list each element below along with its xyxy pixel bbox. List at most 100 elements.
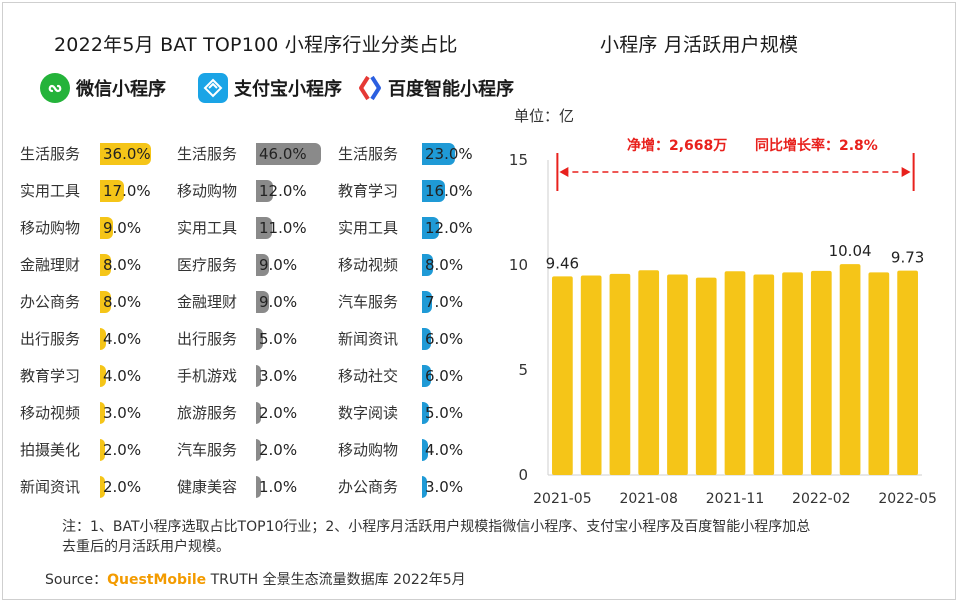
y-tick-label: 10 xyxy=(509,256,528,274)
mau-bar xyxy=(868,272,890,475)
share-bar xyxy=(422,254,434,276)
share-bar xyxy=(422,291,432,313)
y-tick-label: 15 xyxy=(509,151,528,169)
category-label: 生活服务 xyxy=(20,145,81,163)
mau-bar xyxy=(839,264,861,475)
yoy-growth-annotation: 同比增长率：2.8% xyxy=(755,137,878,154)
bar-value-label: 9.73 xyxy=(891,249,924,267)
category-label: 实用工具 xyxy=(338,219,399,237)
share-bar xyxy=(100,365,106,387)
mau-bar xyxy=(810,270,832,475)
share-value-label: 4.0% xyxy=(103,367,142,385)
share-bar xyxy=(256,143,322,165)
x-tick-label: 2021-11 xyxy=(706,491,765,507)
share-value-label: 2.0% xyxy=(259,404,298,422)
share-bar xyxy=(100,254,112,276)
share-bar xyxy=(256,328,264,350)
category-label: 办公商务 xyxy=(338,478,399,496)
category-label: 出行服务 xyxy=(177,330,238,348)
arrow-left-head xyxy=(559,167,569,177)
share-bar xyxy=(100,402,105,424)
source-rest: TRUTH 全景生态流量数据库 2022年5月 xyxy=(206,572,466,588)
right-chart-title: 小程序 月活跃用户规模 xyxy=(600,34,799,56)
baidu-smart-miniprogram-icon xyxy=(358,73,382,103)
y-tick-label: 5 xyxy=(518,361,528,379)
category-label: 医疗服务 xyxy=(177,256,238,274)
legend-alipay: 支付宝小程序 xyxy=(198,73,342,103)
share-bar xyxy=(256,476,261,498)
share-value-label: 5.0% xyxy=(425,404,464,422)
share-bar xyxy=(422,365,431,387)
share-value-label: 2.0% xyxy=(259,441,298,459)
mau-bar xyxy=(724,271,746,475)
share-value-label: 17.0% xyxy=(103,182,151,200)
share-bar xyxy=(256,291,269,313)
share-bar xyxy=(100,328,106,350)
share-value-label: 2.0% xyxy=(103,478,142,496)
category-label: 移动社交 xyxy=(338,367,399,385)
x-tick-label: 2022-05 xyxy=(878,491,937,507)
share-value-label: 46.0% xyxy=(259,145,307,163)
mau-bar xyxy=(782,272,803,475)
share-value-label: 16.0% xyxy=(425,182,473,200)
mau-bar xyxy=(667,274,688,475)
category-label: 移动视频 xyxy=(20,404,81,422)
source-prefix: Source： xyxy=(45,572,108,588)
legend-label: 支付宝小程序 xyxy=(234,79,342,100)
category-label: 移动视频 xyxy=(338,256,399,274)
category-label: 新闻资讯 xyxy=(338,330,399,348)
share-bar xyxy=(100,217,113,239)
footnote-line-2: 去重后的月活跃用户规模。 xyxy=(62,539,230,555)
x-tick-label: 2021-08 xyxy=(619,491,678,507)
share-value-label: 7.0% xyxy=(425,293,464,311)
y-tick-label: 0 xyxy=(518,466,528,484)
left-chart-title: 2022年5月 BAT TOP100 小程序行业分类占比 xyxy=(54,34,458,56)
category-label: 教育学习 xyxy=(20,367,81,385)
category-label: 教育学习 xyxy=(338,182,399,200)
share-value-label: 4.0% xyxy=(425,441,464,459)
source-line: Source：QuestMobile TRUTH 全景生态流量数据库 2022年… xyxy=(45,569,466,589)
category-label: 金融理财 xyxy=(177,293,238,311)
share-value-label: 6.0% xyxy=(425,367,464,385)
category-label: 办公商务 xyxy=(20,293,81,311)
share-value-label: 23.0% xyxy=(425,145,473,163)
share-value-label: 12.0% xyxy=(425,219,473,237)
share-value-label: 5.0% xyxy=(259,330,298,348)
share-bar xyxy=(256,365,261,387)
share-bar xyxy=(100,476,105,498)
share-bar xyxy=(100,439,105,461)
category-label: 移动购物 xyxy=(20,219,81,237)
source-brand: QuestMobile xyxy=(107,572,207,588)
share-bar xyxy=(422,439,428,461)
share-value-label: 36.0% xyxy=(103,145,151,163)
wechat-miniprogram-icon xyxy=(40,73,70,103)
share-value-label: 6.0% xyxy=(425,330,464,348)
legend-label: 百度智能小程序 xyxy=(388,79,514,100)
share-value-label: 3.0% xyxy=(103,404,142,422)
share-value-label: 3.0% xyxy=(425,478,464,496)
mau-bar xyxy=(638,270,660,475)
share-value-label: 8.0% xyxy=(425,256,464,274)
share-bar xyxy=(100,291,112,313)
share-bar xyxy=(256,254,269,276)
share-bar xyxy=(422,217,440,239)
category-label: 拍摄美化 xyxy=(20,441,81,459)
mau-bar xyxy=(552,276,573,475)
alipay-miniprogram-icon xyxy=(198,73,228,103)
category-label: 金融理财 xyxy=(20,256,81,274)
share-bar xyxy=(422,402,430,424)
share-bar xyxy=(422,328,431,350)
share-value-label: 9.0% xyxy=(103,219,142,237)
share-bar xyxy=(100,180,125,202)
category-label: 移动购物 xyxy=(338,441,399,459)
share-value-label: 1.0% xyxy=(259,478,298,496)
category-label: 旅游服务 xyxy=(177,404,238,422)
mau-bar xyxy=(897,270,918,475)
share-bar xyxy=(256,180,274,202)
share-value-label: 8.0% xyxy=(103,293,142,311)
category-label: 数字阅读 xyxy=(338,404,399,422)
share-value-label: 12.0% xyxy=(259,182,307,200)
arrow-right-head xyxy=(901,167,911,177)
